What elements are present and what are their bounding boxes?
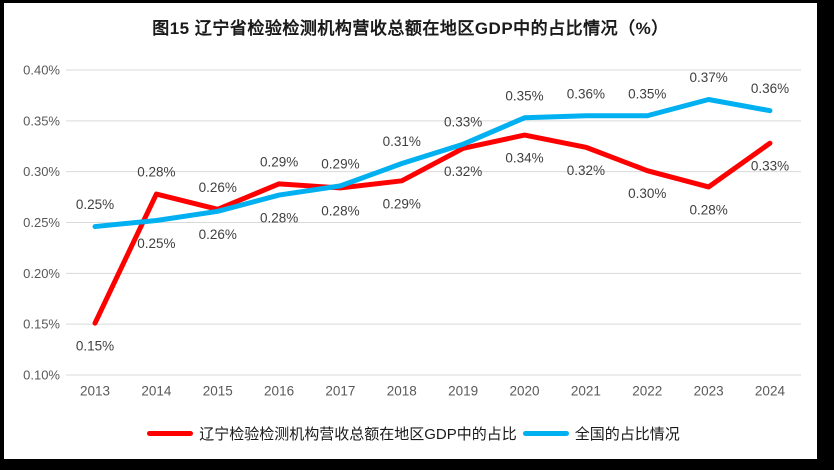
- series-line-national: [92, 96, 773, 230]
- x-tick-label: 2021: [571, 384, 601, 399]
- x-tick-label: 2022: [632, 384, 662, 399]
- legend-item-liaoning: 辽宁检验检测机构营收总额在地区GDP中的占比: [141, 423, 517, 444]
- data-label-liaoning: 0.15%: [76, 339, 114, 354]
- chart-canvas: 图15 辽宁省检验检测机构营收总额在地区GDP中的占比情况（%） 0.40% 0.…: [4, 3, 817, 459]
- data-label-national: 0.29%: [321, 156, 359, 171]
- data-label-liaoning: 0.29%: [383, 196, 421, 211]
- x-tick-label: 2017: [325, 384, 355, 399]
- data-label-liaoning: 0.28%: [137, 165, 175, 180]
- data-label-national: 0.35%: [505, 88, 543, 103]
- y-tick-label: 0.25%: [23, 215, 60, 230]
- y-tick-label: 0.10%: [23, 368, 60, 383]
- data-label-national: 0.36%: [567, 86, 605, 101]
- data-label-liaoning: 0.28%: [321, 203, 359, 218]
- y-tick-label: 0.35%: [23, 113, 60, 128]
- x-tick-label: 2018: [387, 384, 417, 399]
- data-label-liaoning: 0.33%: [751, 159, 789, 174]
- x-tick-label: 2024: [755, 384, 786, 399]
- data-label-national: 0.25%: [137, 236, 175, 251]
- data-label-liaoning: 0.26%: [199, 180, 237, 195]
- data-label-liaoning: 0.29%: [260, 154, 298, 169]
- line-chart: 0.40% 0.35% 0.30% 0.25% 0.20% 0.15% 0.10% 2013 2…: [23, 63, 801, 399]
- data-label-liaoning: 0.32%: [444, 164, 482, 179]
- legend-label-liaoning: 辽宁检验检测机构营收总额在地区GDP中的占比: [199, 426, 517, 443]
- data-label-national: 0.36%: [751, 81, 789, 96]
- data-label-national: 0.26%: [199, 227, 237, 242]
- x-tick-label: 2023: [694, 384, 724, 399]
- y-tick-label: 0.15%: [23, 317, 60, 332]
- data-label-liaoning: 0.32%: [567, 163, 605, 178]
- y-tick-label: 0.40%: [23, 63, 60, 78]
- legend-label-national: 全国的占比情况: [574, 426, 680, 443]
- data-label-national: 0.25%: [76, 197, 114, 212]
- chart-title: 图15 辽宁省检验检测机构营收总额在地区GDP中的占比情况（%）: [152, 19, 669, 38]
- x-tick-label: 2016: [264, 384, 294, 399]
- y-tick-label: 0.20%: [23, 266, 60, 281]
- data-label-liaoning: 0.28%: [689, 202, 727, 217]
- x-tick-label: 2014: [141, 384, 172, 399]
- data-label-national: 0.28%: [260, 211, 298, 226]
- y-tick-label: 0.30%: [23, 164, 60, 179]
- x-tick-label: 2020: [509, 384, 539, 399]
- x-tick-label: 2019: [448, 384, 478, 399]
- x-tick-label: 2015: [203, 384, 233, 399]
- data-label-national: 0.35%: [628, 86, 666, 101]
- data-label-liaoning: 0.30%: [628, 186, 666, 201]
- x-tick-label: 2013: [80, 384, 110, 399]
- data-label-liaoning: 0.34%: [505, 151, 543, 166]
- data-label-national: 0.31%: [383, 134, 421, 149]
- legend-line-swatch-red: [147, 431, 194, 436]
- series-line-liaoning: [92, 132, 773, 326]
- data-label-national: 0.37%: [689, 70, 727, 85]
- data-label-national: 0.33%: [444, 115, 482, 130]
- legend-item-national: 全国的占比情况: [517, 423, 680, 444]
- legend-line-swatch-blue: [522, 431, 569, 436]
- chart-legend: 辽宁检验检测机构营收总额在地区GDP中的占比 全国的占比情况: [4, 423, 817, 444]
